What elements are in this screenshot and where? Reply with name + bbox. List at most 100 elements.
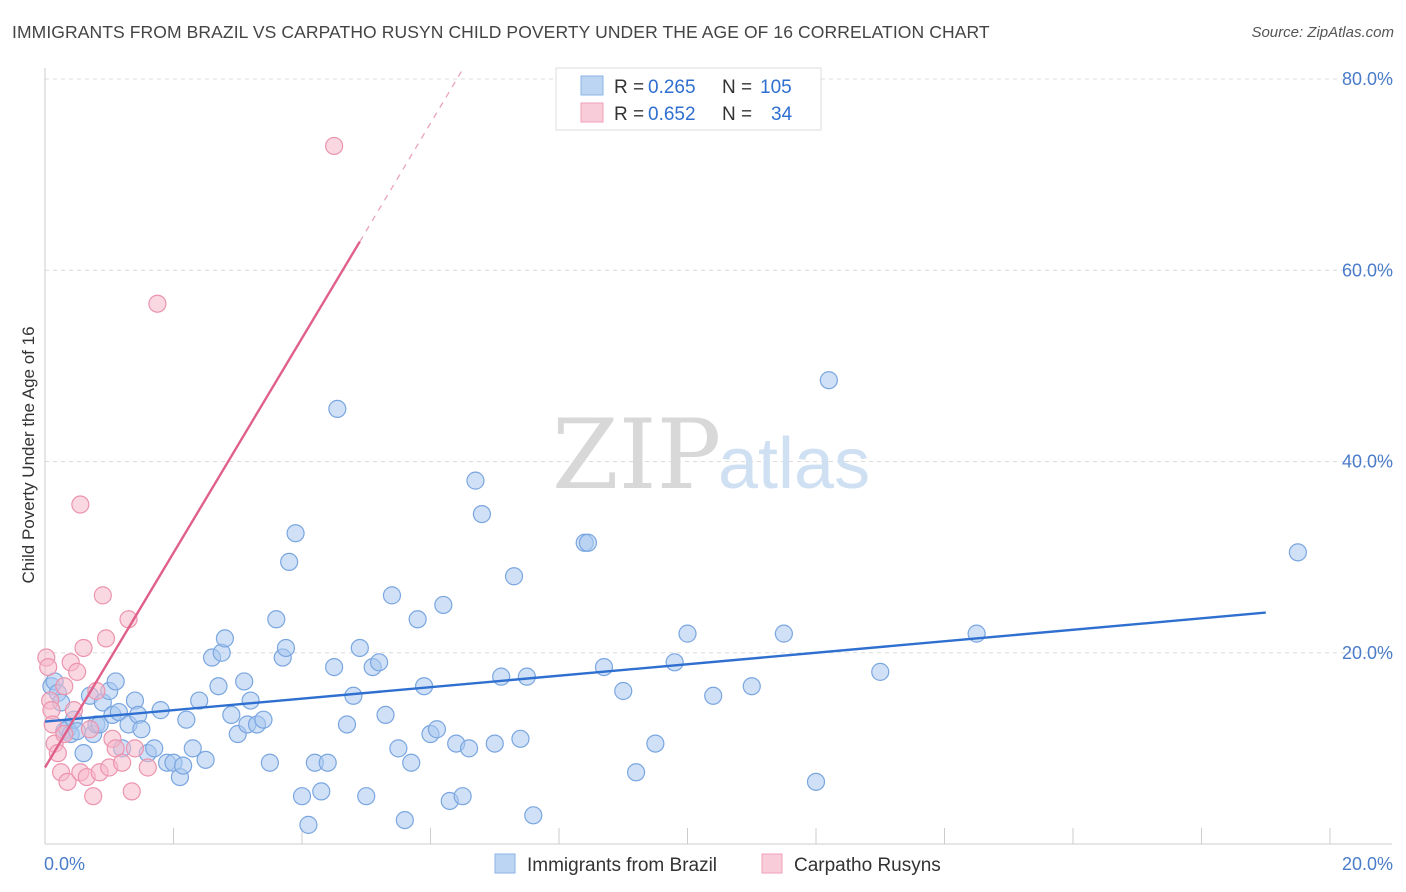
- point-series0-94: [678, 624, 697, 643]
- point-series0-100: [871, 662, 890, 681]
- point-series0-96: [742, 677, 761, 696]
- point-series0-39: [222, 705, 241, 725]
- point-series0-79: [466, 471, 485, 490]
- point-series1-12: [68, 662, 87, 681]
- point-series0-84: [511, 729, 530, 748]
- x-tick-label-1: 20.0%: [1342, 854, 1393, 874]
- legend-r-value-1: 0.265: [648, 77, 696, 98]
- x-tick-labels: 0.0% 20.0%: [44, 854, 1393, 874]
- point-series1-20: [93, 586, 112, 605]
- bottom-legend-label-brazil: Immigrants from Brazil: [527, 855, 717, 876]
- point-series1-30: [148, 294, 167, 313]
- legend-swatch-brazil: [580, 75, 604, 96]
- y-axis-title: Child Poverty Under the Age of 16: [19, 326, 38, 583]
- trend-extension-series1: [359, 69, 464, 242]
- trend-line-series0: [44, 611, 1266, 723]
- point-series1-32: [55, 677, 74, 696]
- legend-n-label-1: N =: [722, 77, 752, 98]
- point-series0-62: [357, 787, 376, 806]
- point-series0-66: [382, 586, 402, 605]
- point-series0-49: [276, 638, 296, 658]
- legend-n-label-2: N =: [722, 104, 752, 125]
- trend-line-series1: [43, 240, 361, 769]
- point-series0-90: [614, 681, 633, 701]
- watermark-zip: ZIP: [552, 399, 721, 511]
- legend-r-label-2: R =: [614, 104, 644, 125]
- chart-title: IMMIGRANTS FROM BRAZIL VS CARPATHO RUSYN…: [12, 22, 990, 42]
- point-series1-27: [122, 782, 141, 801]
- point-series1-21: [96, 629, 116, 648]
- x-tick-label-0: 0.0%: [44, 854, 85, 874]
- point-series0-64: [370, 653, 389, 672]
- point-series0-61: [350, 638, 369, 658]
- legend-box: R = 0.265 N = 105 R = 0.652 N = 34: [555, 67, 822, 131]
- point-series0-65: [376, 705, 395, 725]
- bottom-legend-swatch-rusyn: [761, 853, 783, 874]
- point-series0-32: [183, 739, 202, 758]
- y-tick-label-1: 40.0%: [1342, 452, 1393, 472]
- point-series0-78: [459, 739, 479, 758]
- point-series0-51: [286, 524, 305, 543]
- point-series1-16: [80, 720, 100, 739]
- source-label: Source: ZipAtlas.com: [1251, 24, 1394, 41]
- point-series0-33: [190, 691, 209, 710]
- point-series0-70: [408, 610, 427, 629]
- point-series0-58: [328, 399, 347, 419]
- point-series0-98: [806, 772, 826, 791]
- point-series0-81: [485, 734, 504, 753]
- y-tick-label-2: 60.0%: [1342, 260, 1393, 280]
- point-series0-53: [299, 815, 318, 834]
- y-tick-labels: 20.0% 40.0% 60.0% 80.0%: [1342, 69, 1393, 663]
- data-points: [37, 136, 1307, 834]
- point-series0-91: [626, 763, 646, 782]
- point-series0-30: [174, 756, 193, 775]
- point-series0-31: [177, 710, 196, 729]
- point-series0-57: [325, 657, 344, 677]
- point-series1-9: [58, 772, 77, 791]
- point-series1-14: [74, 638, 93, 658]
- point-series0-93: [665, 653, 684, 672]
- bottom-legend: Immigrants from Brazil Carpatho Rusyns: [494, 853, 941, 876]
- point-series0-50: [280, 552, 299, 572]
- point-series0-85: [517, 667, 536, 686]
- y-tick-label-3: 80.0%: [1342, 69, 1393, 89]
- point-series0-38: [215, 629, 234, 648]
- point-series0-86: [524, 806, 543, 825]
- point-series0-46: [260, 753, 279, 772]
- legend-r-value-2: 0.652: [648, 104, 696, 125]
- legend-r-label-1: R =: [614, 77, 644, 98]
- point-series1-29: [138, 758, 157, 777]
- point-series0-67: [389, 739, 408, 758]
- point-series0-92: [646, 734, 665, 753]
- point-series0-99: [819, 371, 838, 390]
- point-series0-9: [74, 744, 93, 763]
- point-series1-31: [71, 495, 90, 514]
- y-tick-label-0: 20.0%: [1342, 643, 1393, 663]
- point-series0-23: [132, 720, 151, 739]
- bottom-legend-swatch-brazil: [494, 853, 516, 874]
- point-series0-102: [1288, 543, 1307, 562]
- point-series0-34: [196, 750, 215, 769]
- point-series0-97: [774, 624, 793, 643]
- point-series0-43: [241, 691, 260, 710]
- watermark: ZIP atlas: [552, 399, 870, 511]
- point-series0-73: [427, 720, 447, 739]
- point-series0-52: [292, 787, 312, 806]
- legend-n-value-1: 105: [760, 77, 792, 98]
- point-series1-1: [39, 657, 58, 677]
- point-series0-25: [145, 739, 164, 758]
- point-series0-36: [209, 677, 228, 696]
- legend-swatch-rusyn: [580, 102, 604, 123]
- point-series1-28: [125, 739, 145, 758]
- point-series0-83: [504, 567, 524, 586]
- point-series0-47: [267, 610, 286, 629]
- watermark-atlas: atlas: [718, 424, 870, 504]
- bottom-legend-label-rusyn: Carpatho Rusyns: [794, 855, 941, 876]
- point-series0-17: [106, 672, 125, 691]
- legend-n-value-2: 34: [771, 104, 793, 125]
- point-series0-55: [312, 782, 331, 801]
- point-series0-95: [704, 686, 723, 705]
- point-series0-45: [254, 710, 273, 729]
- point-series0-56: [318, 753, 337, 772]
